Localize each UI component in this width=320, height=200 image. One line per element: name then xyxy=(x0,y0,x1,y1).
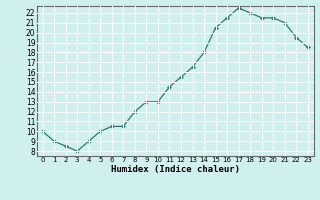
X-axis label: Humidex (Indice chaleur): Humidex (Indice chaleur) xyxy=(111,165,240,174)
